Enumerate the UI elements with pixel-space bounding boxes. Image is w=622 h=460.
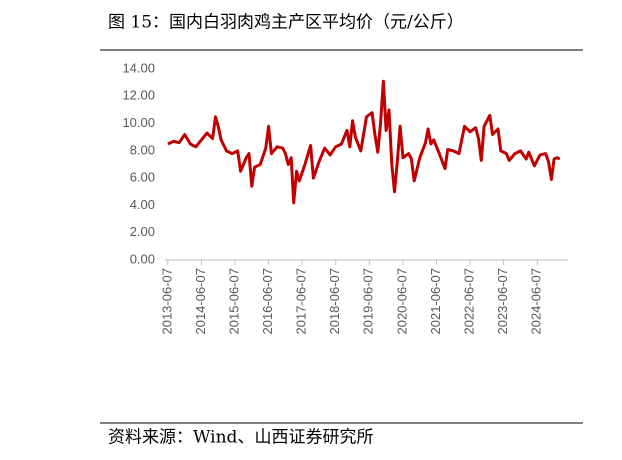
y-tick-label: 12.00: [122, 88, 155, 103]
y-tick-label: 14.00: [122, 60, 155, 75]
source: 资料来源：Wind、山西证券研究所: [108, 428, 373, 448]
x-tick-label: 2017-06-07: [294, 268, 309, 335]
y-tick-label: 2.00: [130, 224, 155, 239]
y-tick-label: 8.00: [130, 142, 155, 157]
x-tick-label: 2018-06-07: [327, 268, 342, 335]
x-tick-label: 2022-06-07: [462, 268, 477, 335]
x-tick-label: 2023-06-07: [495, 268, 510, 335]
x-tick-label: 2020-06-07: [394, 268, 409, 335]
x-tick-label: 2016-06-07: [260, 268, 275, 335]
x-tick-label: 2014-06-07: [193, 268, 208, 335]
y-tick-label: 4.00: [130, 197, 155, 212]
y-tick-label: 10.00: [122, 115, 155, 130]
x-tick-label: 2019-06-07: [361, 268, 376, 335]
x-tick-label: 2015-06-07: [226, 268, 241, 335]
x-tick-label: 2013-06-07: [159, 268, 174, 335]
x-tick-label: 2021-06-07: [428, 268, 443, 335]
y-tick-label: 6.00: [130, 170, 155, 185]
chart-title: 图 15：国内白羽肉鸡主产区平均价（元/公斤）: [108, 13, 464, 33]
price-line: [167, 79, 561, 205]
x-tick-label: 2024-06-07: [529, 268, 544, 335]
y-tick-label: 0.00: [130, 251, 155, 266]
